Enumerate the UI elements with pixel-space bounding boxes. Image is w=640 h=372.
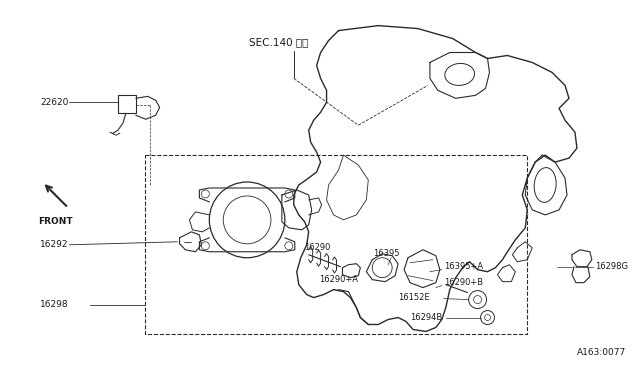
Text: 16290: 16290 [304,243,330,252]
Text: 16292: 16292 [40,240,68,249]
Text: 16395: 16395 [373,249,400,258]
Text: 16298G: 16298G [595,262,628,271]
Text: 16395+A: 16395+A [444,262,483,271]
Text: 16290+B: 16290+B [444,278,483,287]
Text: 16298: 16298 [40,300,68,309]
Text: A163:0077: A163:0077 [577,348,626,357]
Text: 16152E: 16152E [398,293,429,302]
Text: 22620: 22620 [40,98,68,107]
Text: FRONT: FRONT [38,217,73,226]
Text: SEC.140 参照: SEC.140 参照 [249,38,308,48]
Text: 16290+A: 16290+A [319,275,358,284]
Text: 16294B: 16294B [410,313,442,322]
